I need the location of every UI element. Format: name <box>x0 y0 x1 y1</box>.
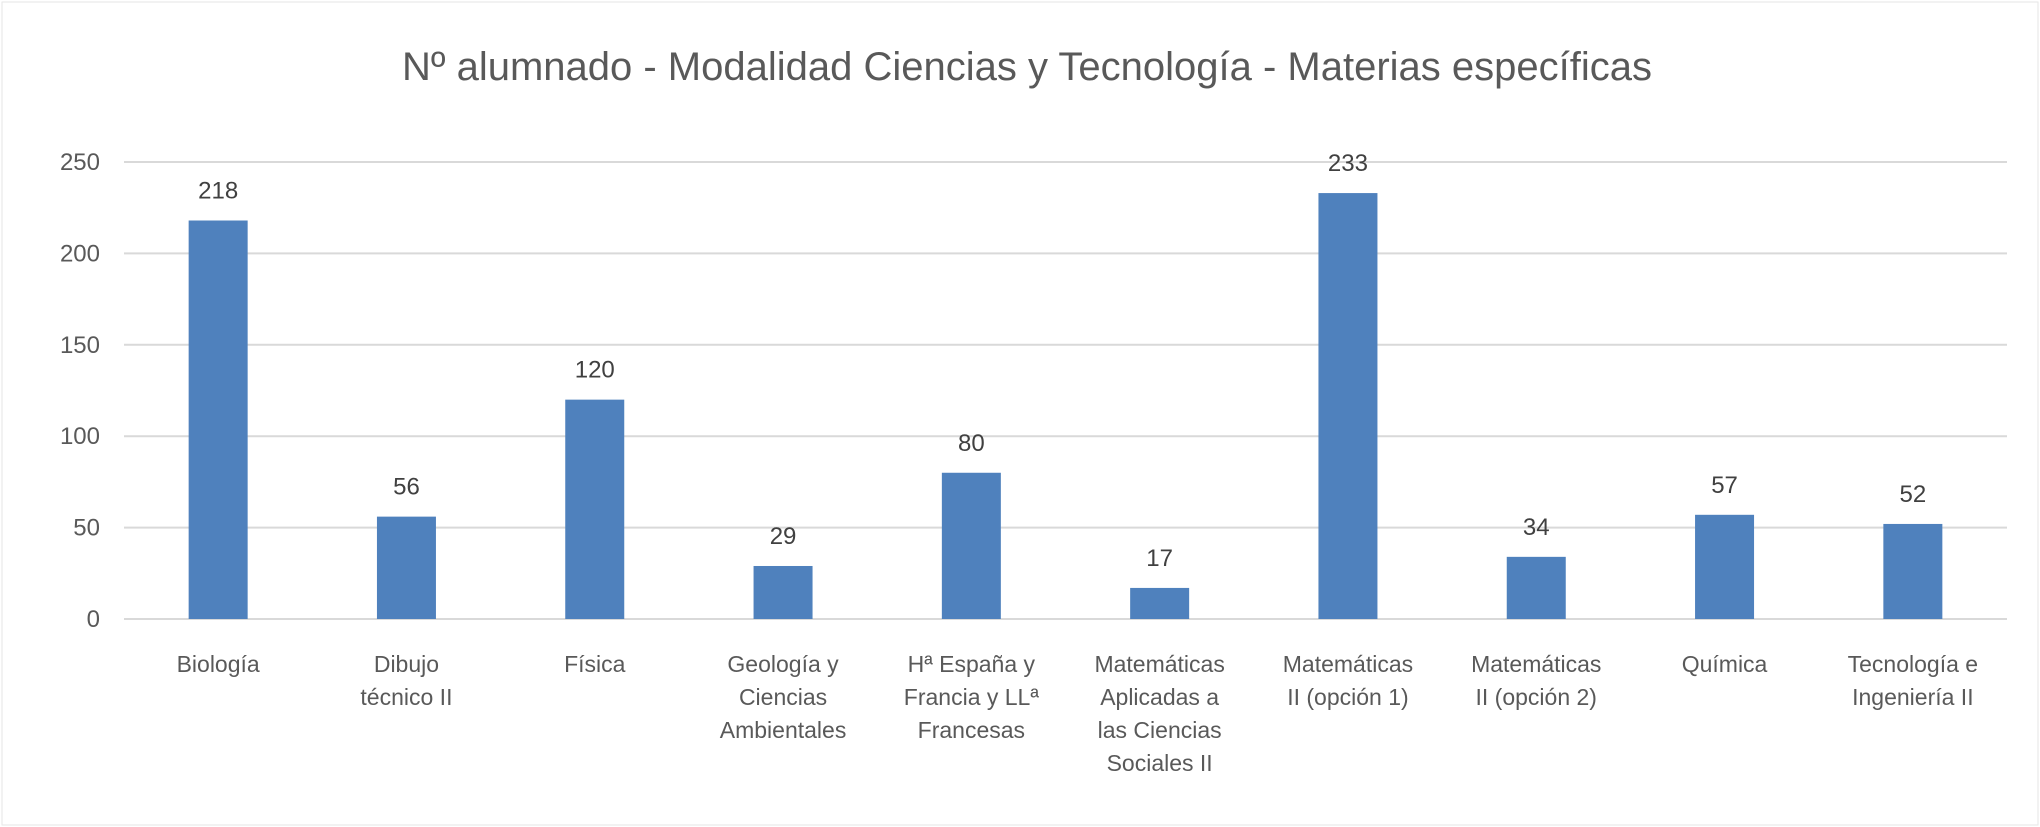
bar <box>1883 523 1943 619</box>
data-label: 56 <box>393 474 420 501</box>
data-label: 17 <box>1146 545 1173 572</box>
bar <box>1130 587 1190 619</box>
y-tick-label: 100 <box>60 423 100 450</box>
x-tick-label: Tecnología e Ingeniería II <box>1848 651 1978 710</box>
x-tick-label: Hª España y Francia y LLª Francesas <box>904 651 1040 743</box>
x-tick-label-line: Matemáticas <box>1094 651 1224 677</box>
bar <box>188 220 248 619</box>
x-tick-label-line: Geología y <box>727 651 839 677</box>
y-tick-label: 250 <box>60 149 100 176</box>
x-tick-label: Matemáticas II (opción 2) <box>1471 651 1601 710</box>
x-tick-label: Química <box>1682 651 1768 677</box>
x-tick-label: Biología <box>177 651 260 677</box>
x-tick-label-line: Matemáticas <box>1283 651 1413 677</box>
data-label: 57 <box>1711 472 1738 499</box>
x-tick-label-line: Física <box>564 651 626 677</box>
x-tick-label-line: Aplicadas a <box>1100 684 1219 710</box>
y-tick-label: 50 <box>73 515 100 542</box>
x-tick-label-line: Tecnología e <box>1848 651 1978 677</box>
x-tick-label-line: Matemáticas <box>1471 651 1601 677</box>
data-label: 80 <box>958 430 985 457</box>
data-label: 218 <box>198 177 238 204</box>
x-tick-label-line: Química <box>1682 651 1768 677</box>
x-tick-label: Matemáticas II (opción 1) <box>1283 651 1413 710</box>
bar <box>941 472 1001 619</box>
x-tick-label-line: Ambientales <box>720 717 847 743</box>
x-tick-label: Dibujo técnico II <box>360 651 452 710</box>
bar <box>1506 556 1566 619</box>
y-tick-label: 0 <box>87 606 100 633</box>
bar <box>1695 514 1755 619</box>
x-tick-label: Física <box>564 651 626 677</box>
x-tick-label-line: Biología <box>177 651 260 677</box>
x-tick-label-line: Ingeniería II <box>1852 684 1973 710</box>
data-label: 52 <box>1899 481 1926 508</box>
bar <box>753 565 813 619</box>
chart-title: Nº alumnado - Modalidad Ciencias y Tecno… <box>402 45 1652 89</box>
x-tick-label-line: Ciencias <box>739 684 827 710</box>
x-tick-label-line: Hª España y <box>908 651 1036 677</box>
x-tick-label-line: II (opción 1) <box>1287 684 1408 710</box>
x-tick-label-line: técnico II <box>360 684 452 710</box>
x-tick-label: Geología y Ciencias Ambientales <box>720 651 847 743</box>
x-tick-label-line: II (opción 2) <box>1476 684 1597 710</box>
x-tick-label-line: Dibujo <box>374 651 439 677</box>
data-label: 29 <box>770 523 797 550</box>
x-tick-label-line: las Ciencias <box>1098 717 1222 743</box>
y-tick-label: 200 <box>60 240 100 267</box>
bar <box>376 516 436 619</box>
data-label: 233 <box>1328 150 1368 177</box>
x-tick-label: Matemáticas Aplicadas a las Ciencias Social… <box>1094 651 1224 776</box>
x-tick-label-line: Francia y LLª <box>904 684 1040 710</box>
x-tick-label-line: Francesas <box>918 717 1025 743</box>
x-tick-label-line: Sociales II <box>1107 750 1213 776</box>
bar <box>565 399 625 619</box>
bar <box>1318 193 1378 620</box>
y-tick-label: 150 <box>60 332 100 359</box>
data-label: 120 <box>575 357 615 384</box>
data-label: 34 <box>1523 514 1550 541</box>
